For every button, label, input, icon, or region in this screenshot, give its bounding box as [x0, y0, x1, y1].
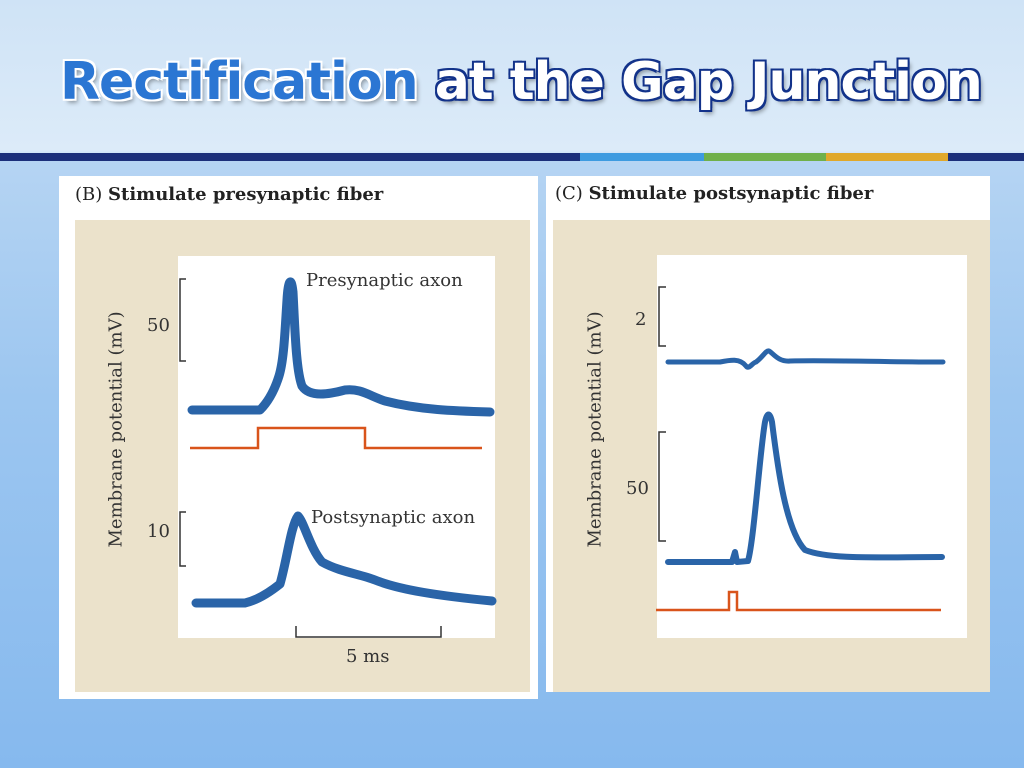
panel-b-label: (B) — [75, 184, 103, 205]
presynaptic-stimulus — [190, 426, 482, 450]
panel-c-figure — [553, 220, 990, 692]
scale-bar-50mv — [179, 278, 186, 362]
presynaptic-axon-label: Presynaptic axon — [306, 270, 463, 291]
panel-c-scale-top-label: 2 — [635, 309, 647, 330]
time-scale-label: 5 ms — [346, 646, 390, 667]
presynaptic-trace — [187, 277, 495, 417]
scale-bar-5ms — [295, 626, 442, 638]
postsynaptic-action-potential-trace — [665, 411, 945, 565]
scale-bar-2mv — [658, 286, 666, 347]
panel-b-scale-top-label: 50 — [147, 315, 170, 336]
panel-c-label: (C) — [555, 183, 583, 204]
postsynaptic-axon-label: Postsynaptic axon — [311, 507, 476, 528]
postsynaptic-stimulus — [656, 590, 941, 612]
title-rest: at the Gap Junction — [434, 52, 983, 112]
slide-title: Rectification at the Gap Junction — [60, 52, 983, 112]
scale-bar-10mv — [179, 511, 186, 567]
title-divider — [0, 153, 1024, 161]
panel-b-scale-bottom-label: 10 — [147, 521, 170, 542]
accent-bar-green — [704, 153, 826, 161]
postsynaptic-trace — [191, 511, 497, 608]
panel-b-figure — [75, 220, 530, 692]
accent-bar-blue — [580, 153, 704, 161]
accent-bar-gold — [826, 153, 948, 161]
panel-c-scale-bottom-label: 50 — [626, 478, 649, 499]
panel-c-heading: (C) Stimulate postsynaptic fiber — [555, 183, 873, 204]
presynaptic-response-trace — [665, 348, 946, 370]
scale-bar-50mv-c — [658, 431, 666, 542]
panel-c-plot-area — [657, 255, 967, 638]
panel-b: (B) Stimulate presynaptic fiber — [59, 176, 538, 699]
panel-c: (C) Stimulate postsynaptic fiber — [546, 176, 990, 692]
panel-b-heading-text: Stimulate presynaptic fiber — [108, 184, 384, 205]
panel-b-heading: (B) Stimulate presynaptic fiber — [75, 184, 383, 205]
title-highlight: Rectification — [60, 52, 419, 112]
panel-c-heading-text: Stimulate postsynaptic fiber — [588, 183, 874, 204]
